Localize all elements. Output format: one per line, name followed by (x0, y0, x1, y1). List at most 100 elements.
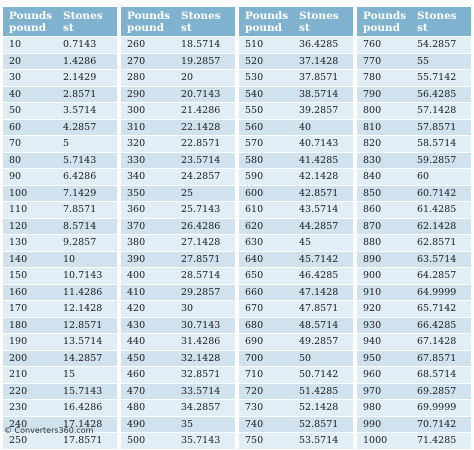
table-row: 430 30.7143 (121, 317, 235, 334)
pounds-cell: 710 (245, 369, 264, 380)
stones-cell: 57.8571 (417, 121, 457, 133)
pounds-cell: 330 (127, 154, 146, 166)
pounds-cell: 290 (127, 88, 146, 100)
pounds-cell: 720 (245, 385, 264, 397)
table-row: 740 52.8571 (239, 416, 353, 433)
stones-cell: 9.2857 (63, 237, 97, 248)
pounds-header: Pounds pound (245, 10, 289, 34)
table-row: 230 16.4286 (3, 400, 117, 417)
pounds-cell: 40 (9, 88, 22, 100)
column-header: Pounds pound Stones st (239, 7, 353, 37)
pounds-cell: 510 (245, 39, 264, 50)
pounds-cell: 300 (127, 105, 146, 116)
pounds-cell: 420 (127, 303, 146, 314)
table-row: 150 10.7143 (3, 268, 117, 285)
stones-cell: 56.4285 (417, 88, 457, 100)
stones-cell: 31.4286 (181, 336, 221, 347)
table-row: 420 30 (121, 301, 235, 318)
pounds-cell: 980 (363, 402, 382, 413)
pounds-cell: 260 (127, 39, 146, 50)
pounds-cell: 30 (9, 72, 22, 83)
pounds-cell: 860 (363, 204, 382, 215)
pounds-header: Pounds pound (9, 10, 53, 34)
pounds-cell: 700 (245, 352, 264, 364)
pounds-cell: 230 (9, 402, 28, 413)
table-row: 810 57.8571 (357, 119, 471, 136)
pounds-cell: 990 (363, 418, 382, 430)
pounds-cell: 840 (363, 171, 382, 182)
stones-cell: 51.4285 (299, 385, 339, 397)
pounds-cell: 850 (363, 187, 382, 199)
pounds-cell: 1000 (363, 435, 388, 446)
stones-cell: 62.1428 (417, 220, 457, 232)
stones-cell: 22.1428 (181, 121, 221, 133)
stones-cell: 32.1428 (181, 352, 221, 364)
table-row: 980 69.9999 (357, 400, 471, 417)
table-row: 530 37.8571 (239, 70, 353, 87)
table-row: 970 69.2857 (357, 383, 471, 400)
stones-cell: 53.5714 (299, 435, 339, 446)
stones-cell: 42.8571 (299, 187, 339, 199)
stones-cell: 21.4286 (181, 105, 221, 116)
table-row: 860 61.4285 (357, 202, 471, 219)
pounds-cell: 930 (363, 319, 382, 331)
table-row: 400 28.5714 (121, 268, 235, 285)
table-row: 620 44.2857 (239, 218, 353, 235)
table-row: 520 37.1428 (239, 53, 353, 70)
stones-cell: 14.2857 (63, 352, 103, 364)
pounds-header: Pounds pound (127, 10, 171, 34)
table-row: 100 7.1429 (3, 185, 117, 202)
stones-cell: 27.1428 (181, 237, 221, 248)
stones-cell: 17.1428 (63, 418, 103, 430)
table-row: 990 70.7142 (357, 416, 471, 433)
table-row: 360 25.7143 (121, 202, 235, 219)
stones-cell: 20.7143 (181, 88, 221, 100)
pounds-cell: 270 (127, 55, 146, 67)
stones-cell: 68.5714 (417, 369, 457, 380)
table-row: 540 38.5714 (239, 86, 353, 103)
stones-cell: 59.2857 (417, 154, 457, 166)
table-row: 670 47.8571 (239, 301, 353, 318)
pounds-cell: 170 (9, 303, 28, 314)
pounds-cell: 250 (9, 435, 28, 446)
table-row: 20 1.4286 (3, 53, 117, 70)
table-row: 820 58.5714 (357, 136, 471, 153)
pounds-cell: 100 (9, 187, 28, 199)
stones-cell: 45 (299, 237, 312, 248)
pounds-cell: 390 (127, 253, 146, 265)
table-row: 570 40.7143 (239, 136, 353, 153)
pounds-cell: 200 (9, 352, 28, 364)
pounds-cell: 880 (363, 237, 382, 248)
table-row: 70 5 (3, 136, 117, 153)
stones-cell: 70.7142 (417, 418, 457, 430)
stones-header: Stones st (299, 10, 339, 34)
pounds-cell: 690 (245, 336, 264, 347)
pounds-cell: 280 (127, 72, 146, 83)
pounds-cell: 810 (363, 121, 382, 133)
table-row: 120 8.5714 (3, 218, 117, 235)
pounds-cell: 340 (127, 171, 146, 182)
stones-cell: 63.5714 (417, 253, 457, 265)
table-row: 720 51.4285 (239, 383, 353, 400)
stones-cell: 25.7143 (181, 204, 221, 215)
stones-cell: 12.1428 (63, 303, 103, 314)
stones-cell: 47.8571 (299, 303, 339, 314)
stones-cell: 35 (181, 418, 194, 430)
pounds-cell: 610 (245, 204, 264, 215)
table-row: 960 68.5714 (357, 367, 471, 384)
table-column: Pounds pound Stones st 510 36.4285 520 37.142… (239, 7, 353, 450)
table-row: 160 11.4286 (3, 284, 117, 301)
table-row: 210 15 (3, 367, 117, 384)
stones-cell: 50.7142 (299, 369, 339, 380)
table-row: 110 7.8571 (3, 202, 117, 219)
stones-cell: 6.4286 (63, 171, 97, 182)
pounds-cell: 620 (245, 220, 264, 232)
stones-cell: 25 (181, 187, 194, 199)
pounds-cell: 150 (9, 270, 28, 281)
table-row: 40 2.8571 (3, 86, 117, 103)
pounds-cell: 560 (245, 121, 264, 133)
stones-cell: 0.7143 (63, 39, 97, 50)
table-column: Pounds pound Stones st 260 18.5714 270 19.285… (121, 7, 235, 450)
table-row: 460 32.8571 (121, 367, 235, 384)
table-row: 880 62.8571 (357, 235, 471, 252)
